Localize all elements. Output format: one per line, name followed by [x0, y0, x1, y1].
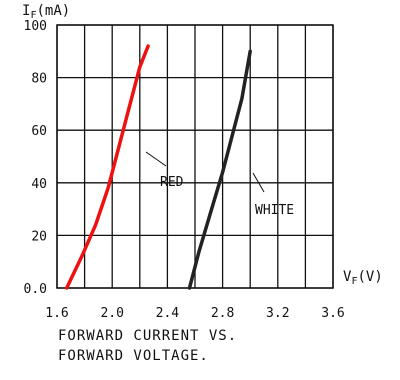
y-tick-label: 100 [24, 19, 47, 34]
y-tick-label: 80 [31, 72, 47, 87]
x-axis-title: VF(V) [343, 269, 383, 287]
tick-label-layer: 0.0 20 40 60 80 100 1.6 2.0 2.4 2.8 3.2 3.6 [24, 19, 345, 321]
series-layer [64, 44, 252, 290]
red-label-leader [145, 151, 167, 167]
y-tick-label: 40 [31, 177, 47, 192]
caption-line-2: FORWARD VOLTAGE. [58, 348, 209, 364]
x-tick-label: 2.4 [156, 306, 180, 321]
series-label-white: WHITE [255, 203, 294, 218]
x-tick-label: 1.6 [45, 306, 68, 321]
series-line-white [187, 49, 252, 290]
caption-line-1: FORWARD CURRENT VS. [58, 328, 237, 344]
y-axis-title: IF(mA) [22, 3, 70, 21]
series-line-red [64, 44, 150, 290]
grid-layer [56, 24, 334, 289]
white-label-leader [252, 172, 265, 193]
y-tick-label: 60 [31, 124, 47, 139]
y-tick-label: 0.0 [24, 282, 47, 297]
plot-frame [56, 24, 334, 289]
x-tick-label: 2.0 [100, 306, 123, 321]
y-tick-label: 20 [31, 229, 47, 244]
x-tick-label: 3.6 [321, 306, 344, 321]
x-tick-label: 2.8 [211, 306, 234, 321]
x-tick-label: 3.2 [266, 306, 289, 321]
series-label-red: RED [160, 175, 184, 190]
